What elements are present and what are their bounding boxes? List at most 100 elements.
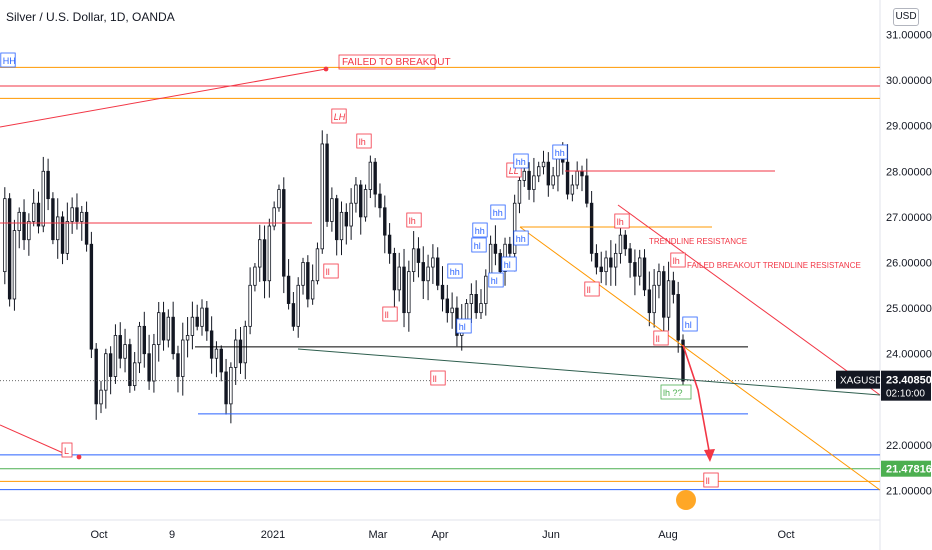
candle-body [27, 221, 31, 241]
wave-label-box[interactable] [490, 204, 506, 220]
wave-label-box[interactable] [430, 370, 446, 386]
candle-body [195, 316, 199, 327]
candle-body [421, 262, 425, 282]
candle-body [286, 275, 291, 304]
candle-body [387, 234, 392, 254]
trendline[interactable] [0, 424, 71, 457]
wave-label-box[interactable] [513, 153, 529, 169]
candle-body [123, 344, 127, 359]
y-tick-label: 30.00000 [886, 75, 932, 87]
candle-body [46, 170, 50, 200]
price-scale[interactable] [880, 0, 932, 550]
trendline[interactable] [0, 68, 327, 128]
candle-body [551, 175, 555, 186]
wave-label-box[interactable] [513, 230, 529, 246]
candle-body [652, 284, 656, 314]
y-tick-label: 27.00000 [886, 212, 932, 224]
last-price-label: 23.40850 [886, 375, 932, 387]
candle-body [80, 211, 84, 222]
candle-body [137, 325, 142, 364]
wave-label-box[interactable] [323, 263, 339, 279]
y-tick-label: 28.00000 [886, 166, 932, 178]
candle-body [200, 307, 204, 327]
candle-body [565, 161, 570, 195]
wave-label-text: lh [359, 137, 366, 147]
candle-body [334, 198, 339, 241]
candle-body [315, 248, 320, 282]
candle-body [99, 389, 103, 405]
candle-body [142, 325, 146, 355]
candle-body [517, 180, 522, 204]
candle-body [508, 243, 512, 254]
wave-label-box[interactable] [61, 442, 73, 458]
projection-arrow[interactable] [682, 344, 711, 457]
event-badge-icon[interactable] [676, 490, 696, 510]
y-tick-label: 25.00000 [886, 303, 932, 315]
candle-body [657, 271, 661, 286]
wave-label-box[interactable] [660, 384, 692, 400]
wave-label-box[interactable] [406, 212, 422, 228]
y-tick-label: 26.00000 [886, 258, 932, 270]
wave-label-box[interactable] [472, 222, 488, 238]
x-tick-label: Oct [777, 529, 794, 541]
wave-label-box[interactable] [682, 316, 698, 332]
wave-label-text: ll [706, 476, 710, 486]
wave-label-box[interactable] [471, 237, 487, 253]
candle-body [7, 198, 12, 300]
trendline[interactable] [617, 204, 881, 396]
wave-label-text: hh [555, 148, 565, 158]
candle-body [190, 316, 195, 336]
wave-label-box[interactable] [331, 108, 347, 124]
price-marker-box [881, 460, 931, 477]
candle-body [493, 243, 498, 254]
candle-body [70, 207, 74, 222]
trendline[interactable] [519, 226, 881, 491]
candle-body [296, 284, 300, 327]
candle-body [113, 335, 118, 377]
candle-body [642, 257, 647, 291]
wave-label-box[interactable] [501, 256, 517, 272]
wave-label-box[interactable] [0, 52, 16, 68]
anchor-dot [76, 454, 82, 460]
candle-body [166, 316, 171, 341]
wave-label-box[interactable] [382, 306, 398, 322]
candle-body [662, 271, 666, 318]
candle-body [599, 266, 603, 273]
wave-label-box[interactable] [670, 252, 686, 268]
currency-button[interactable]: USD [893, 8, 919, 26]
candle-body [647, 289, 652, 314]
candle-body [585, 175, 589, 204]
candle-body [431, 257, 435, 268]
candle-body [580, 170, 584, 177]
wave-label-box[interactable] [447, 263, 463, 279]
wave-label-box[interactable] [703, 472, 719, 488]
candle-body [469, 294, 474, 304]
wave-label-box[interactable] [584, 281, 600, 297]
candle-body [272, 207, 276, 227]
wave-label-box[interactable] [653, 330, 669, 346]
x-tick-label: 2021 [261, 529, 285, 541]
candle-body [253, 266, 257, 286]
candle-body [407, 271, 411, 314]
candle-body [325, 143, 329, 222]
candle-body [594, 252, 599, 268]
wave-label-text: hl [685, 320, 692, 330]
candle-body [157, 312, 161, 345]
y-tick-label: 22.00000 [886, 440, 932, 452]
annotation-text: FAILED TO BREAKOUT [342, 57, 451, 68]
candle-body [349, 202, 353, 227]
candle-body [575, 170, 579, 186]
wave-label-box[interactable] [488, 272, 504, 288]
trendline[interactable] [297, 348, 881, 396]
annotation-box [338, 54, 436, 70]
wave-label-box[interactable] [456, 318, 472, 334]
candle-body [75, 207, 79, 222]
wave-label-box[interactable] [552, 144, 568, 160]
wave-label-text: lh ?? [663, 388, 683, 398]
wave-label-box[interactable] [356, 133, 372, 149]
candle-body [51, 198, 55, 241]
annotation-text: TRENDLINE RESISTANCE [649, 237, 747, 246]
wave-label-box[interactable] [614, 213, 630, 229]
